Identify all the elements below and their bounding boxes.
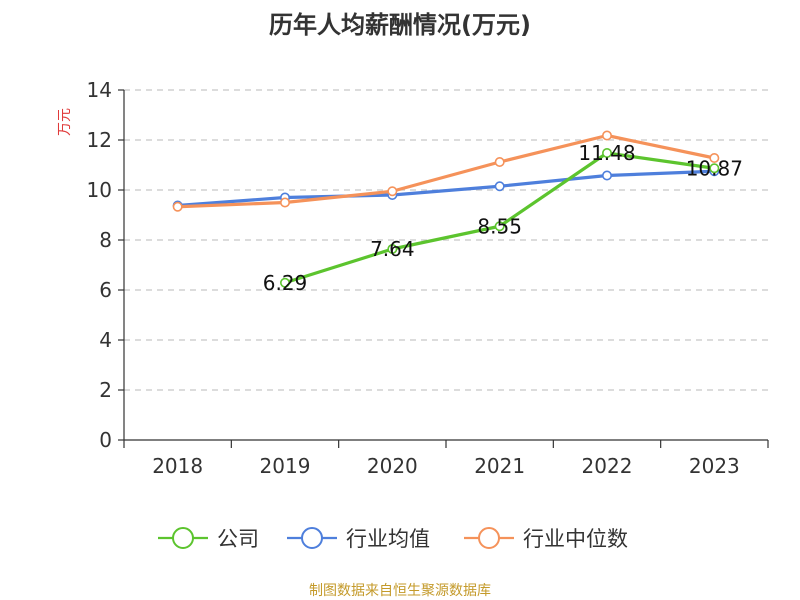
data-point[interactable] — [494, 181, 505, 192]
data-point[interactable] — [494, 157, 505, 168]
legend-label: 行业均值 — [346, 527, 430, 551]
y-tick-label: 8 — [99, 228, 112, 252]
axis-layer: 0 2 4 6 8 10 12 14 2018 2019 2020 2021 2022 2023 — [87, 78, 769, 478]
data-label: 8.55 — [477, 214, 522, 238]
data-label: 11.48 — [578, 141, 635, 165]
data-point[interactable] — [709, 153, 720, 164]
y-tick-label: 0 — [99, 428, 112, 452]
x-tick-label: 2022 — [582, 454, 633, 478]
legend-label: 行业中位数 — [523, 527, 628, 551]
data-point[interactable] — [601, 148, 612, 159]
y-tick-label: 2 — [99, 378, 112, 402]
legend-circle-icon — [172, 527, 194, 549]
series-line-2 — [177, 133, 715, 209]
legend-item-2[interactable]: 行业中位数 — [464, 527, 628, 551]
data-point[interactable] — [494, 221, 505, 232]
legend-circle-icon — [478, 527, 500, 549]
y-tick-label: 10 — [87, 178, 112, 202]
data-point[interactable] — [601, 170, 612, 181]
chart-title: 历年人均薪酬情况(万元) — [269, 11, 531, 39]
grid-layer — [124, 89, 768, 391]
legend-item-1[interactable]: 行业均值 — [287, 527, 430, 551]
data-point[interactable] — [279, 277, 290, 288]
data-point[interactable] — [279, 197, 290, 208]
x-tick-label: 2023 — [689, 454, 740, 478]
data-point[interactable] — [709, 163, 720, 174]
data-label: 6.29 — [263, 271, 308, 295]
y-axis-label: 万元 — [57, 108, 73, 136]
y-tick-label: 6 — [99, 278, 112, 302]
label-layer: 6.29 7.64 8.55 11.48 10.87 — [263, 141, 743, 295]
series-line-1 — [177, 169, 715, 208]
source-note: 制图数据来自恒生聚源数据库 — [309, 583, 491, 599]
x-tick-label: 2018 — [152, 454, 203, 478]
y-tick-label: 12 — [87, 128, 112, 152]
data-point[interactable] — [387, 244, 398, 255]
legend-item-0[interactable]: 公司 — [158, 527, 259, 551]
data-point[interactable] — [387, 186, 398, 197]
data-point[interactable] — [172, 201, 183, 212]
data-label: 10.87 — [686, 156, 743, 180]
legend-circle-icon — [301, 527, 323, 549]
data-point[interactable] — [601, 130, 612, 141]
series-layer — [172, 130, 720, 288]
x-tick-label: 2020 — [367, 454, 418, 478]
y-tick-label: 14 — [87, 78, 112, 102]
y-tick-label: 4 — [99, 328, 112, 352]
legend-label: 公司 — [217, 527, 259, 551]
x-tick-label: 2021 — [474, 454, 525, 478]
x-tick-label: 2019 — [260, 454, 311, 478]
data-label: 7.64 — [370, 237, 415, 261]
legend[interactable]: 公司 行业均值 行业中位数 — [158, 527, 628, 551]
